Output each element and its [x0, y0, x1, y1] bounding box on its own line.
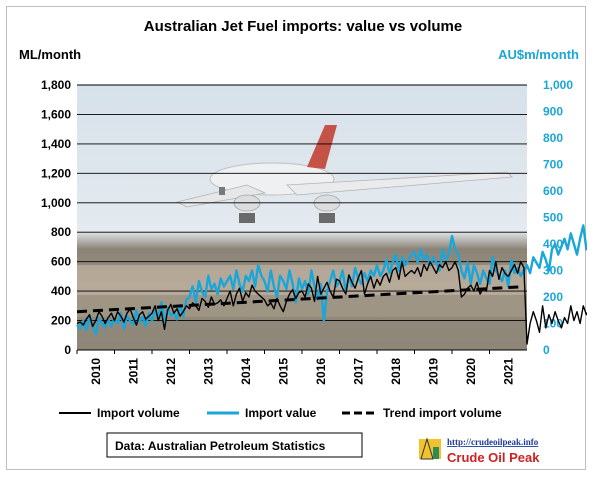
left-tick-label: 0 — [64, 343, 71, 357]
x-tick-label: 2018 — [389, 358, 403, 385]
left-axis-ticks: 0 200 400 600 800 1,000 1,200 1,400 1,600 1,800 — [41, 78, 71, 357]
legend-label-import-value: Import value — [245, 406, 317, 420]
x-tick-label: 2021 — [501, 358, 515, 385]
x-tick-label: 2019 — [426, 358, 440, 385]
legend-item-import-volume: Import volume — [59, 406, 180, 420]
chart-frame: Australian Jet Fuel imports: value vs vo… — [6, 6, 587, 470]
left-tick-label: 400 — [51, 284, 71, 298]
left-axis-unit: ML/month — [19, 47, 81, 62]
oil-derrick-icon — [419, 437, 441, 460]
right-tick-label: 300 — [543, 264, 563, 278]
legend-item-import-value: Import value — [207, 406, 317, 420]
right-axis-unit: AU$m/month — [498, 47, 579, 62]
x-tick-label: 2013 — [201, 358, 215, 385]
x-axis-ticks: 2010 2011 2012 2013 2014 2015 2016 2017 2018 2019… — [76, 350, 515, 385]
left-tick-label: 1,000 — [41, 196, 71, 210]
right-tick-label: 1,000 — [543, 78, 573, 92]
series-line-import-volume — [76, 261, 587, 345]
left-tick-label: 1,800 — [41, 78, 71, 92]
legend-label-trend-import-volume: Trend import volume — [383, 406, 502, 420]
x-tick-label: 2016 — [314, 358, 328, 385]
left-tick-label: 600 — [51, 255, 71, 269]
x-tick-label: 2012 — [164, 358, 178, 385]
legend-label-import-volume: Import volume — [97, 406, 180, 420]
right-tick-label: 0 — [543, 343, 550, 357]
right-tick-label: 600 — [543, 184, 563, 198]
brand-url[interactable]: http://crudeoilpeak.info — [447, 437, 539, 447]
x-tick-label: 2015 — [276, 358, 290, 385]
series-layer — [76, 224, 587, 345]
legend-item-trend-import-volume: Trend import volume — [342, 406, 502, 420]
crude-oil-peak-logo: http://crudeoilpeak.info Crude Oil Peak — [419, 437, 540, 465]
x-tick-label: 2017 — [351, 358, 365, 385]
brand-name: Crude Oil Peak — [447, 450, 540, 465]
x-tick-label: 2010 — [89, 358, 103, 385]
right-tick-label: 400 — [543, 237, 563, 251]
right-tick-label: 900 — [543, 105, 563, 119]
background-photo — [77, 85, 527, 350]
legend: Import volume Import value Trend import … — [59, 406, 502, 420]
right-tick-label: 800 — [543, 131, 563, 145]
left-tick-label: 1,600 — [41, 107, 71, 121]
left-tick-label: 1,400 — [41, 137, 71, 151]
chart-title: Australian Jet Fuel imports: value vs vo… — [144, 18, 462, 35]
source-text: Data: Australian Petroleum Statistics — [115, 439, 326, 453]
left-tick-label: 1,200 — [41, 166, 71, 180]
x-tick-label: 2014 — [239, 358, 253, 385]
x-tick-label: 2011 — [126, 358, 140, 384]
right-tick-label: 700 — [543, 158, 563, 172]
series-line-trend-import-volume — [76, 285, 524, 314]
right-tick-label: 500 — [543, 211, 563, 225]
right-tick-label: 200 — [543, 290, 563, 304]
x-tick-label: 2020 — [464, 358, 478, 385]
left-tick-label: 200 — [51, 314, 71, 328]
chart-svg: Australian Jet Fuel imports: value vs vo… — [19, 18, 587, 465]
left-tick-label: 800 — [51, 225, 71, 239]
source-note: Data: Australian Petroleum Statistics — [106, 432, 363, 458]
